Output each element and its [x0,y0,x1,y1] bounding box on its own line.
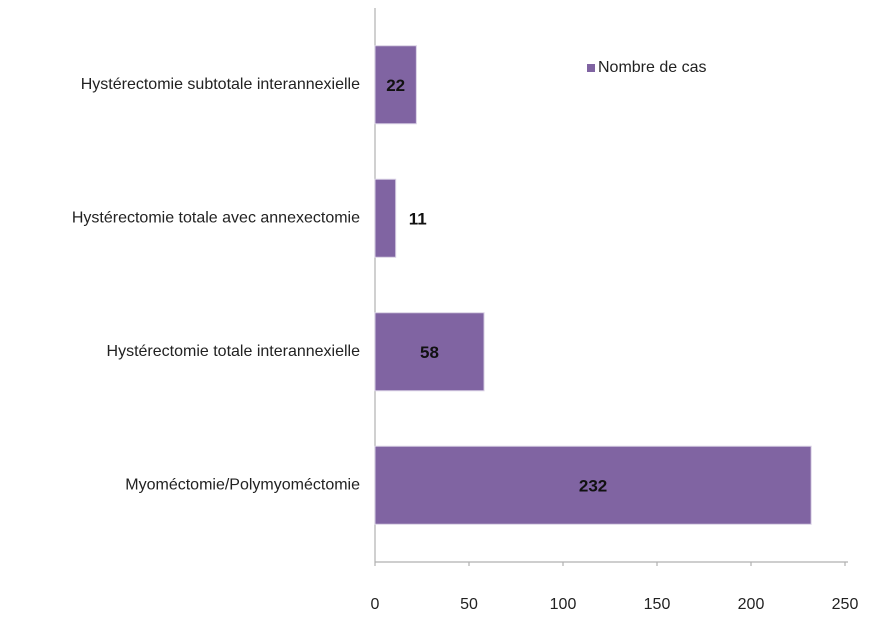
x-tick-label: 200 [738,596,765,613]
x-tick-label: 100 [550,596,577,613]
data-label: 11 [409,210,427,229]
y-tick-label: Hystérectomie subtotale interannexielle [81,76,360,93]
y-tick-label: Myoméctomie/Polymyoméctomie [125,476,360,493]
bar [374,178,397,258]
data-label: 58 [420,343,439,362]
data-label: 232 [579,477,607,496]
x-tick-label: 50 [460,596,478,613]
bar [374,312,485,392]
x-tick-label: 150 [644,596,671,613]
x-tick-label: 250 [832,596,859,613]
bar [374,45,417,125]
y-tick-label: Hystérectomie totale interannexielle [107,343,361,360]
data-label: 22 [386,76,405,95]
legend-label: Nombre de cas [598,59,707,76]
y-tick-label: Hystérectomie totale avec annexectomie [72,209,360,226]
bar [374,445,812,525]
legend-swatch [587,64,595,72]
x-tick-label: 0 [371,596,380,613]
